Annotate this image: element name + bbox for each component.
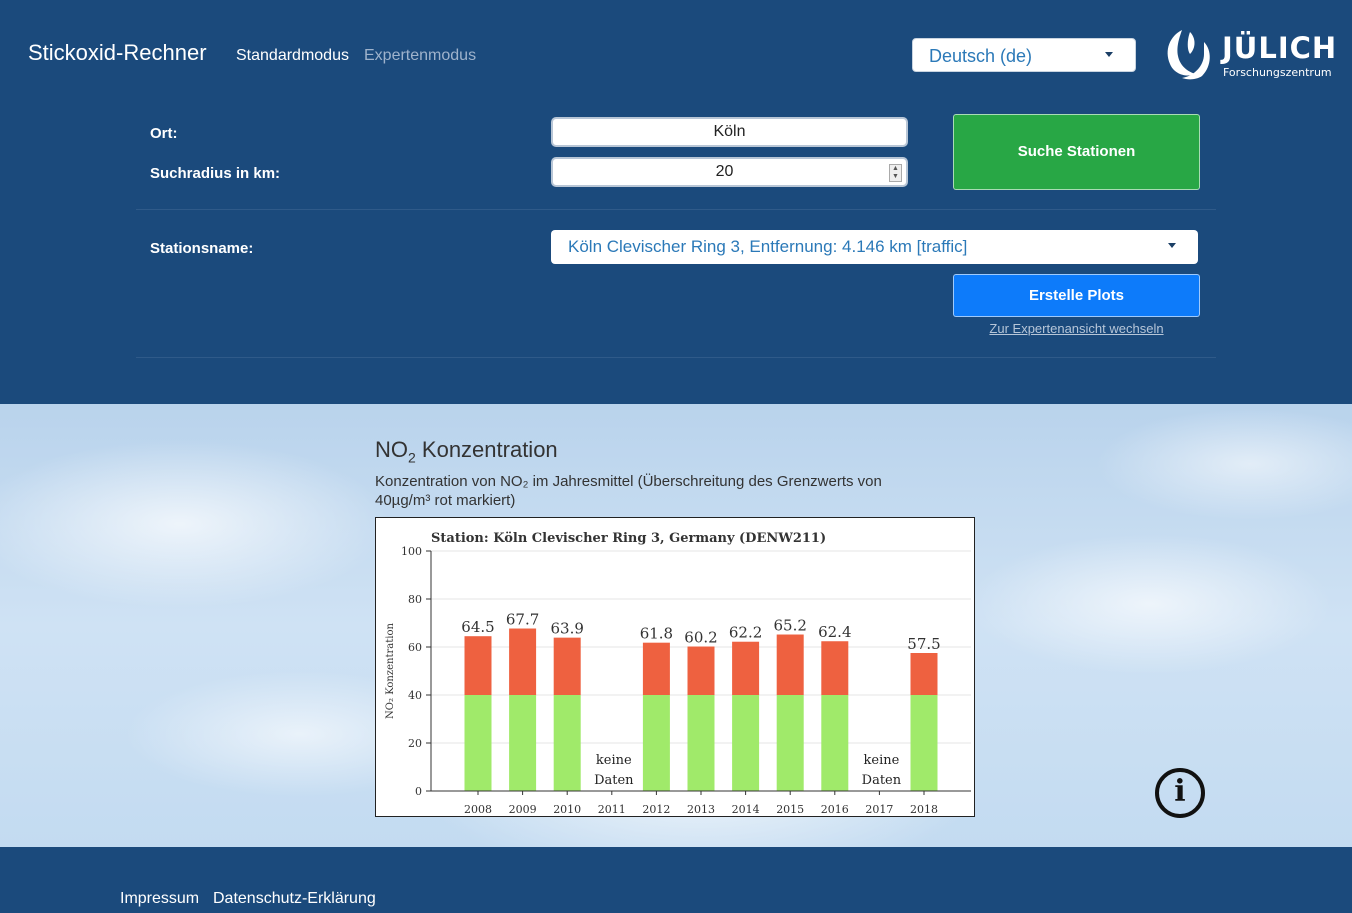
station-label: Stationsname:	[150, 240, 254, 257]
bar-above-threshold	[553, 637, 581, 695]
chevron-down-icon	[1168, 243, 1176, 248]
data-label: 61.8	[640, 625, 673, 643]
x-tick-label: 2016	[821, 803, 849, 816]
bar-above-threshold	[776, 634, 804, 695]
y-tick-label: 20	[408, 737, 422, 750]
language-select[interactable]: Deutsch (de)	[912, 38, 1136, 72]
bar-below-threshold	[464, 695, 492, 791]
create-plots-button[interactable]: Erstelle Plots	[953, 274, 1200, 317]
chevron-down-icon	[1105, 52, 1113, 57]
nav-expert-mode[interactable]: Expertenmodus	[364, 47, 477, 64]
x-tick-label: 2010	[553, 803, 581, 816]
x-tick-label: 2014	[732, 803, 760, 816]
no-data-label: Daten	[594, 773, 634, 788]
bar-below-threshold	[776, 695, 804, 791]
section-title: NO2 Konzentration	[375, 437, 558, 466]
bar-above-threshold	[732, 641, 760, 695]
info-icon[interactable]: i	[1155, 768, 1205, 818]
bar-below-threshold	[821, 695, 849, 791]
radius-label: Suchradius in km:	[150, 165, 281, 182]
bar-below-threshold	[509, 695, 537, 791]
divider	[136, 209, 1216, 210]
bar-below-threshold	[910, 695, 938, 791]
impressum-link[interactable]: Impressum	[120, 890, 200, 907]
language-value: Deutsch (de)	[929, 46, 1033, 66]
search-stations-button[interactable]: Suche Stationen	[953, 114, 1200, 190]
logo-subtitle: Forschungszentrum	[1223, 66, 1332, 79]
chart-svg: Station: Köln Clevischer Ring 3, Germany…	[385, 531, 971, 816]
data-label: 62.4	[818, 623, 851, 641]
y-axis-label: NO₂ Konzentration	[385, 623, 396, 719]
bar-above-threshold	[687, 646, 715, 695]
x-tick-label: 2015	[776, 803, 804, 816]
radius-value: 20	[715, 163, 734, 180]
privacy-link[interactable]: Datenschutz-Erklärung	[213, 890, 376, 907]
y-tick-label: 0	[415, 785, 422, 798]
nav-standard-mode[interactable]: Standardmodus	[236, 47, 349, 64]
bar-above-threshold	[464, 636, 492, 695]
bar-above-threshold	[509, 628, 537, 695]
bar-below-threshold	[732, 695, 760, 791]
station-select[interactable]: Köln Clevischer Ring 3, Entfernung: 4.14…	[551, 230, 1198, 264]
logo-name: JÜLICH	[1222, 31, 1338, 65]
x-tick-label: 2017	[865, 803, 893, 816]
no-data-label: Daten	[862, 773, 902, 788]
location-input[interactable]: Köln	[551, 117, 908, 147]
bar-above-threshold	[821, 641, 849, 695]
y-tick-label: 100	[401, 545, 422, 558]
data-label: 62.2	[729, 624, 762, 642]
station-value: Köln Clevischer Ring 3, Entfernung: 4.14…	[568, 237, 968, 256]
y-tick-label: 60	[408, 641, 422, 654]
bar-above-threshold	[910, 653, 938, 695]
x-tick-label: 2011	[598, 803, 626, 816]
data-label: 65.2	[773, 617, 806, 635]
data-label: 63.9	[550, 620, 583, 638]
no-data-label: keine	[596, 753, 632, 768]
juelich-logo-icon	[1167, 30, 1210, 80]
expert-view-link[interactable]: Zur Expertenansicht wechseln	[989, 321, 1164, 336]
number-spinner[interactable]: ▲ ▼	[889, 164, 902, 182]
divider	[136, 357, 1216, 358]
y-tick-label: 40	[408, 689, 422, 702]
x-tick-label: 2009	[509, 803, 537, 816]
radius-input[interactable]: 20 ▲ ▼	[551, 157, 908, 187]
location-label: Ort:	[150, 125, 178, 142]
bar-below-threshold	[642, 695, 670, 791]
y-tick-label: 80	[408, 593, 422, 606]
data-label: 64.5	[461, 618, 494, 636]
juelich-logo[interactable]: JÜLICH Forschungszentrum	[1160, 28, 1340, 82]
x-tick-label: 2018	[910, 803, 938, 816]
no-data-label: keine	[864, 753, 900, 768]
chart-title: Station: Köln Clevischer Ring 3, Germany…	[431, 531, 826, 546]
x-tick-label: 2013	[687, 803, 715, 816]
x-tick-label: 2012	[642, 803, 670, 816]
data-label: 67.7	[506, 611, 539, 629]
app-title: Stickoxid-Rechner	[28, 40, 207, 65]
header: Stickoxid-Rechner Standardmodus Experten…	[0, 0, 1352, 404]
x-tick-label: 2008	[464, 803, 492, 816]
section-description: Konzentration von NO₂ im Jahresmittel (Ü…	[375, 473, 882, 509]
data-label: 57.5	[907, 635, 940, 653]
bar-below-threshold	[687, 695, 715, 791]
bar-above-threshold	[642, 642, 670, 695]
data-label: 60.2	[684, 629, 717, 647]
bar-below-threshold	[553, 695, 581, 791]
footer	[0, 847, 1352, 913]
no2-chart: Station: Köln Clevischer Ring 3, Germany…	[375, 517, 975, 817]
